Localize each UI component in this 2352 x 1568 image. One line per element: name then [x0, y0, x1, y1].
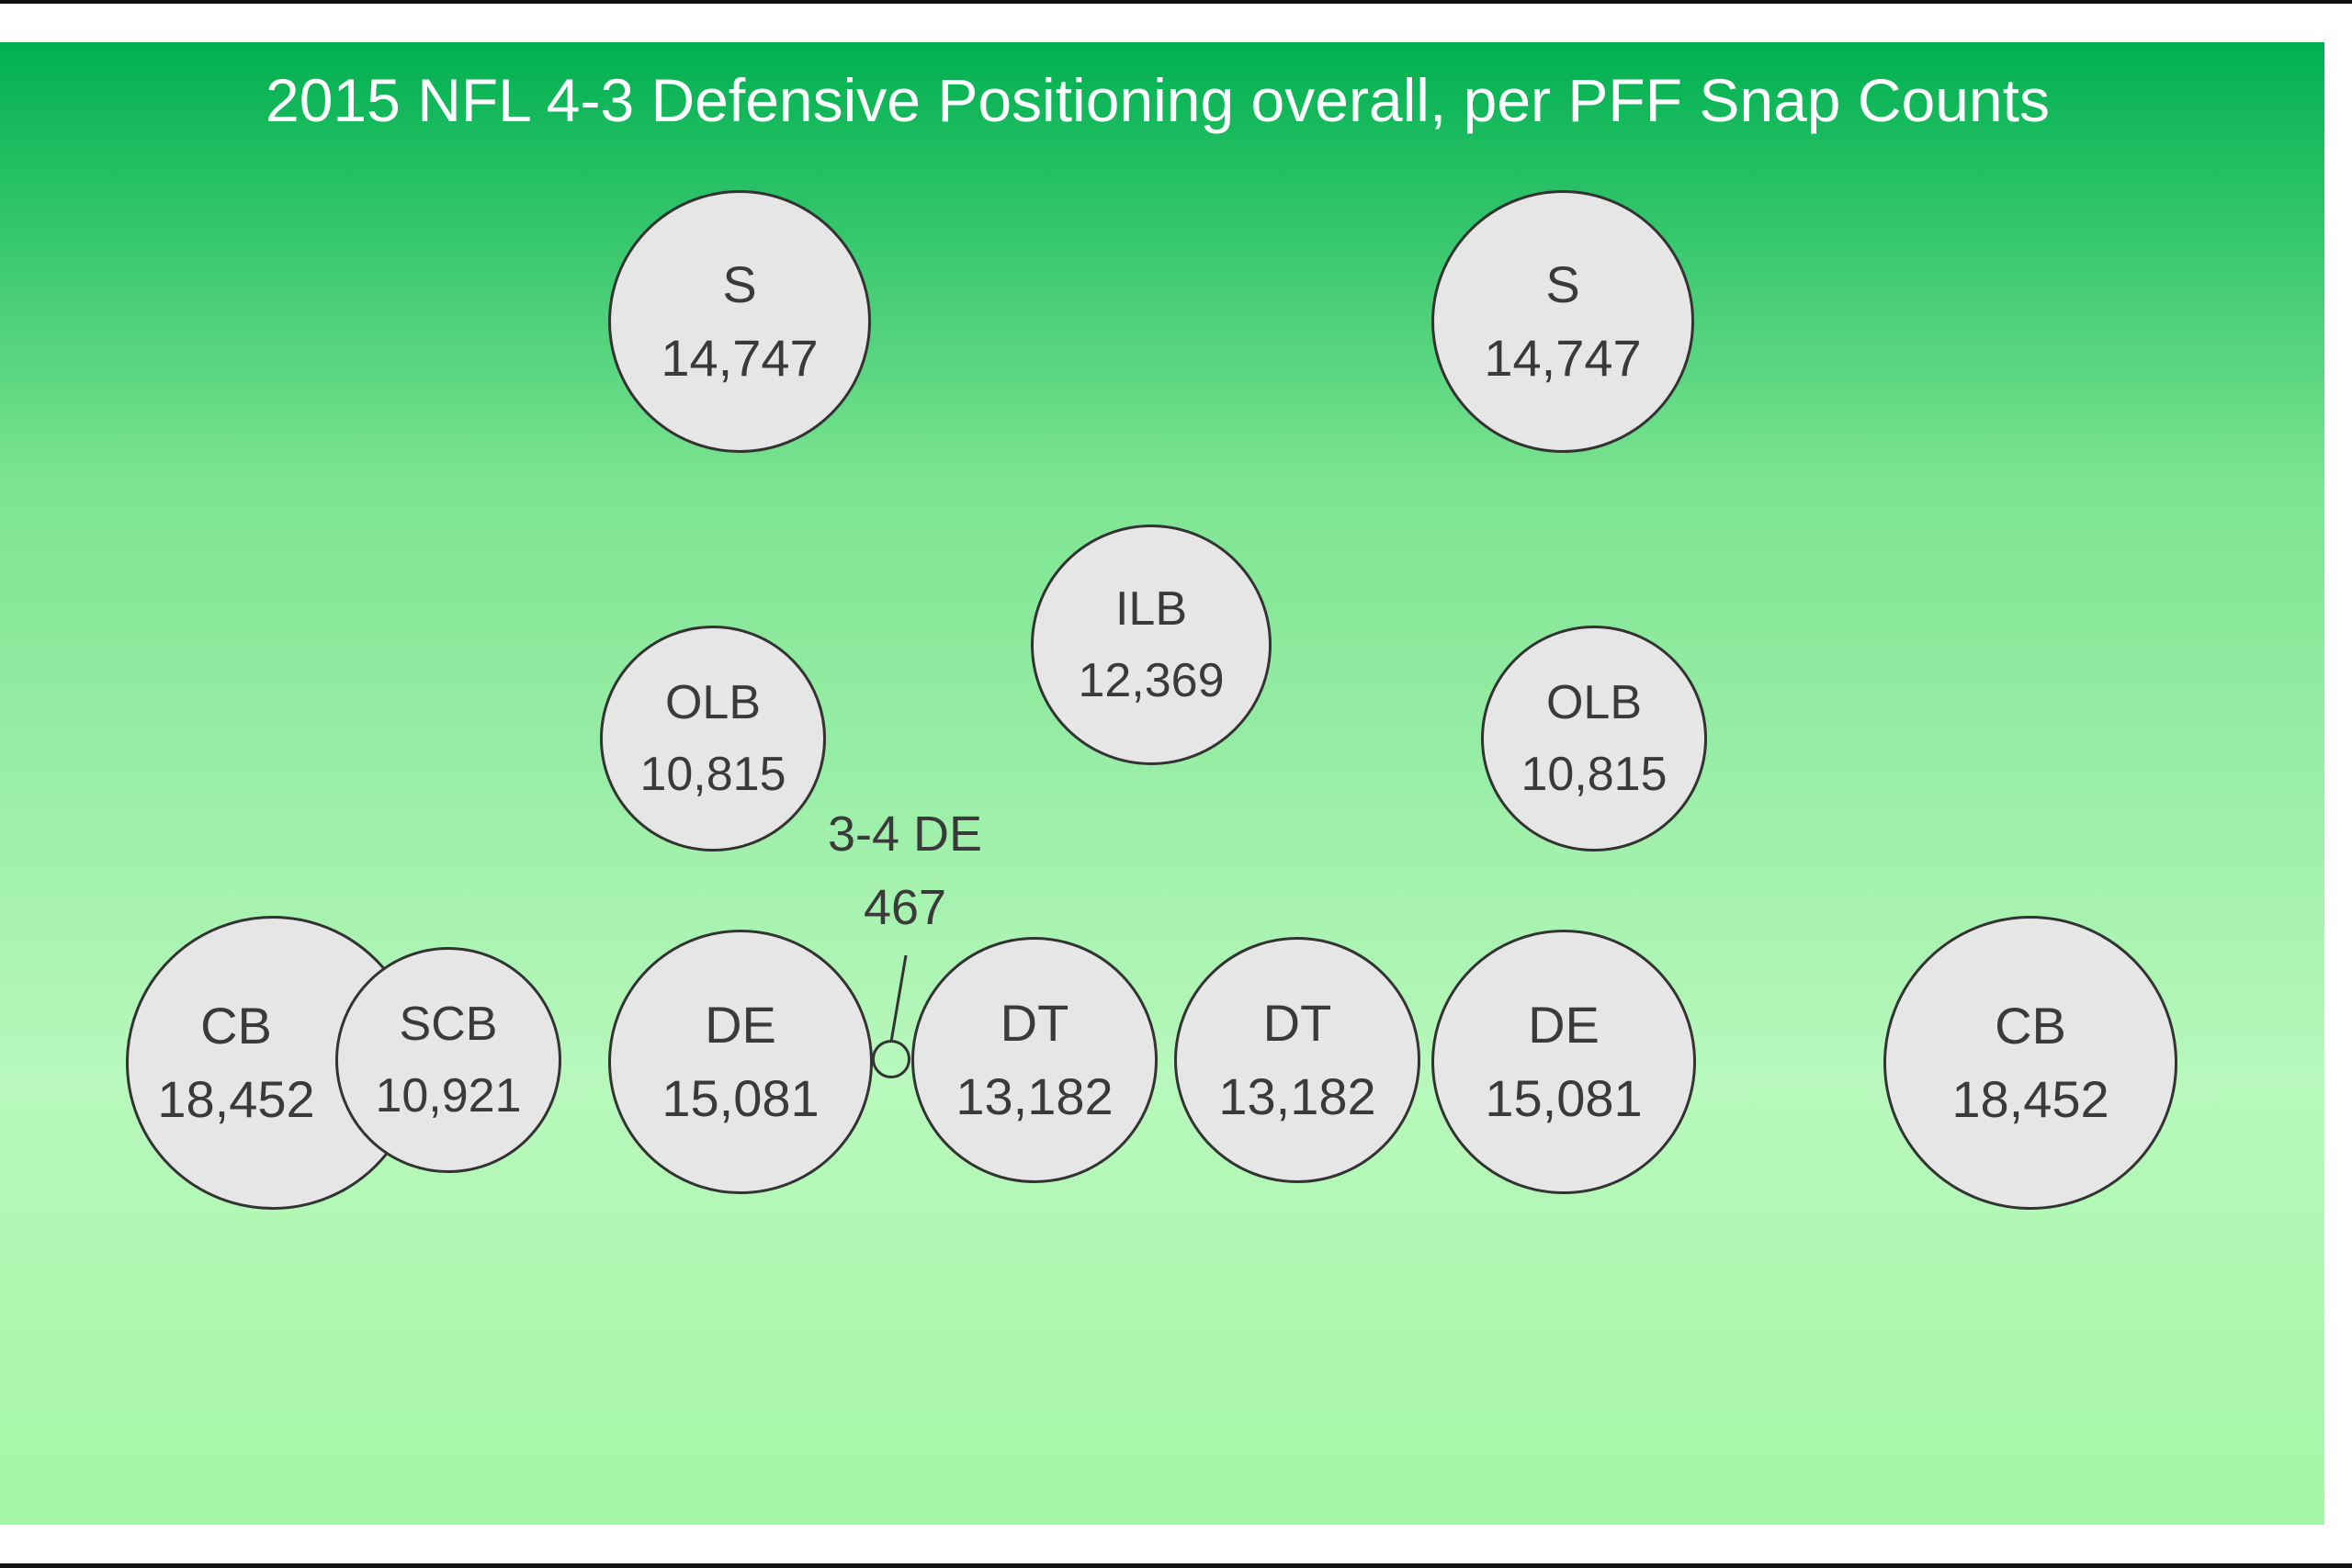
snap-count: 10,921 — [375, 1069, 522, 1122]
position-label: OLB — [1545, 676, 1643, 729]
callout-position: 3-4 DE — [827, 807, 983, 862]
snap-count: 13,182 — [1218, 1067, 1376, 1125]
field-background — [0, 42, 2324, 1525]
snap-count: 13,182 — [956, 1067, 1114, 1125]
bottom-border — [0, 1563, 2352, 1568]
callout-snaps: 467 — [863, 880, 947, 935]
position-label: CB — [200, 997, 272, 1055]
position-label: SCB — [399, 998, 498, 1051]
position-label: DE — [1528, 996, 1600, 1054]
position-label: S — [722, 255, 757, 313]
player-cb-right: CB 18,452 — [1883, 916, 2177, 1210]
player-de-left: DE 15,081 — [608, 930, 873, 1194]
player-ilb: ILB 12,369 — [1031, 525, 1272, 765]
player-de-right: DE 15,081 — [1431, 930, 1696, 1194]
position-label: DT — [1262, 994, 1332, 1052]
position-label: CB — [1995, 997, 2066, 1055]
player-s-right: S 14,747 — [1431, 190, 1694, 453]
snap-count: 14,747 — [661, 329, 819, 387]
player-dt-left: DT 13,182 — [911, 937, 1158, 1183]
player-dt-right: DT 13,182 — [1174, 937, 1420, 1183]
position-label: ILB — [1114, 582, 1188, 636]
snap-count: 15,081 — [662, 1069, 820, 1127]
diagram-title: 2015 NFL 4-3 Defensive Positioning overa… — [266, 66, 2050, 134]
callout-34de: 3-4 DE 467 — [808, 797, 1001, 944]
position-label: S — [1545, 255, 1580, 313]
snap-count: 18,452 — [1951, 1070, 2109, 1128]
snap-count: 10,815 — [639, 748, 786, 801]
position-label: DE — [705, 996, 776, 1054]
snap-count: 12,369 — [1078, 654, 1225, 707]
position-label: OLB — [664, 676, 762, 729]
player-olb-left: OLB 10,815 — [600, 626, 826, 852]
player-s-left: S 14,747 — [608, 190, 871, 453]
snap-count: 10,815 — [1521, 748, 1668, 801]
player-scb: SCB 10,921 — [335, 947, 561, 1173]
snap-count: 14,747 — [1484, 329, 1642, 387]
position-label: DT — [1000, 994, 1069, 1052]
snap-count: 18,452 — [157, 1070, 315, 1128]
snap-count: 15,081 — [1485, 1069, 1643, 1127]
player-olb-right: OLB 10,815 — [1481, 626, 1707, 852]
top-border — [0, 0, 2352, 4]
